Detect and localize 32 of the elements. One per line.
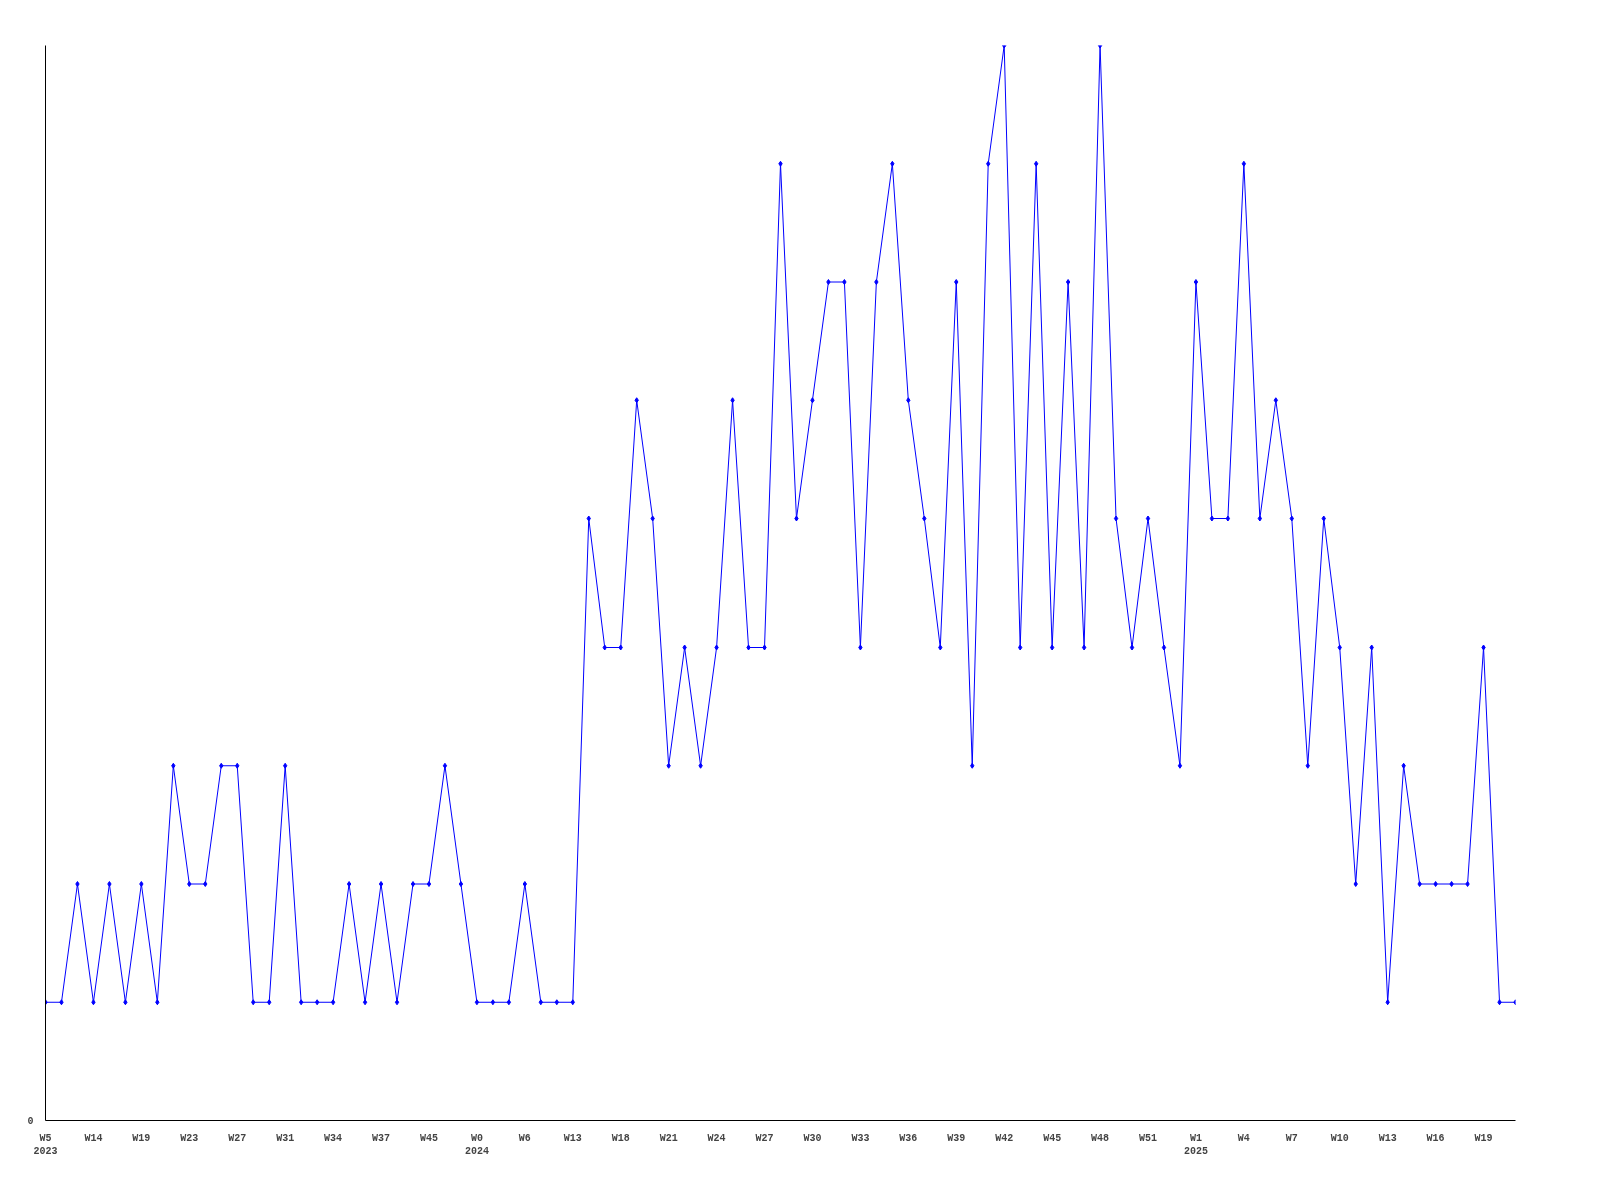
x-tick-label: W19 <box>132 1132 151 1144</box>
x-tick-label: W30 <box>803 1132 822 1144</box>
x-tick-label: W1 2025 <box>1183 1132 1208 1157</box>
x-tick-label: W51 <box>1139 1132 1158 1144</box>
x-tick-label: W10 <box>1330 1132 1349 1144</box>
x-tick-label: W4 <box>1237 1132 1250 1144</box>
x-tick-label: W14 <box>84 1132 103 1144</box>
x-tick-label: W37 <box>372 1132 391 1144</box>
text: 0 <box>27 1116 34 1127</box>
x-tick-label: W27 <box>755 1132 774 1144</box>
x-tick-label: W13 <box>1378 1132 1397 1144</box>
x-tick-label: W42 <box>995 1132 1014 1144</box>
x-tick-label: W39 <box>947 1132 966 1144</box>
x-tick-label: W36 <box>899 1132 918 1144</box>
x-tick-label: W45 <box>1043 1132 1062 1144</box>
x-tick-label: W31 <box>276 1132 295 1144</box>
x-tick-label: W27 <box>228 1132 247 1144</box>
x-tick-label: W7 <box>1285 1132 1298 1144</box>
x-tick-label: W23 <box>180 1132 199 1144</box>
x-tick-label: W18 <box>611 1132 630 1144</box>
x-tick-label: W48 <box>1091 1132 1110 1144</box>
x-tick-label: W5 2023 <box>33 1132 58 1157</box>
x-tick-label: W6 <box>518 1132 531 1144</box>
x-tick-label: W33 <box>851 1132 870 1144</box>
x-tick-label: W34 <box>324 1132 343 1144</box>
x-tick-label: W45 <box>419 1132 438 1144</box>
x-tick-label: W0 2024 <box>464 1132 489 1157</box>
x-tick-label: W21 <box>659 1132 678 1144</box>
x-tick-label: W13 <box>563 1132 582 1144</box>
x-tick-label: W19 <box>1474 1132 1493 1144</box>
x-tick-label: W16 <box>1426 1132 1445 1144</box>
x-tick-label: W24 <box>707 1132 726 1144</box>
